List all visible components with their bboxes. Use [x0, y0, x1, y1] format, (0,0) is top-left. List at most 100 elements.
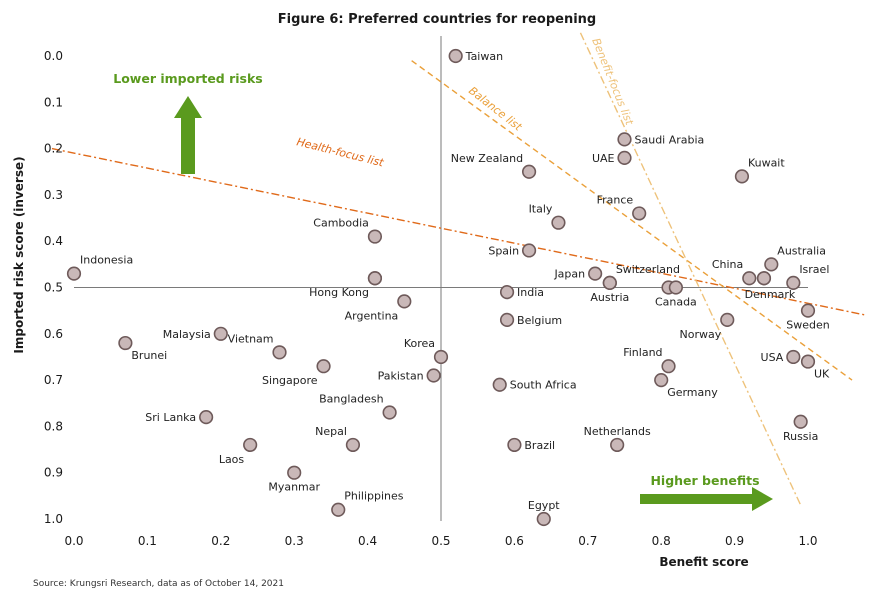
annotation-higher-benefits: Higher benefits	[650, 473, 759, 488]
point-label: New Zealand	[451, 152, 523, 165]
chart-title: Figure 6: Preferred countries for reopen…	[278, 12, 597, 27]
data-point	[367, 229, 383, 244]
data-point	[786, 275, 801, 290]
reference-lines	[74, 36, 808, 521]
x-tick-label: 0.7	[578, 534, 597, 548]
y-tick-label: 0.0	[44, 49, 63, 63]
point-label: Laos	[219, 453, 245, 466]
point-label: Austria	[590, 291, 629, 304]
up-arrow-icon	[174, 96, 202, 174]
x-tick-label: 0.1	[138, 534, 157, 548]
data-point	[756, 271, 772, 286]
data-point	[588, 266, 603, 281]
data-point	[272, 345, 287, 360]
data-point	[720, 312, 735, 328]
point-label: Nepal	[315, 425, 347, 438]
point-label: Belgium	[517, 314, 562, 327]
data-point	[433, 349, 449, 365]
y-axis-ticks: 0.0 0.1 0.2 0.3 0.4 0.5 0.6 0.7 0.8 0.9 1.0	[44, 49, 63, 526]
data-point	[617, 150, 632, 165]
point-label: India	[517, 286, 544, 299]
x-tick-label: 0.8	[652, 534, 671, 548]
y-tick-label: 1.0	[44, 512, 63, 526]
data-point	[786, 349, 801, 365]
point-label: Myanmar	[268, 481, 320, 494]
data-point	[551, 215, 566, 230]
data-point	[331, 502, 346, 517]
y-tick-label: 0.5	[44, 281, 63, 295]
point-label: Netherlands	[584, 425, 651, 438]
data-point	[764, 257, 779, 272]
point-label: China	[712, 258, 743, 271]
data-point	[536, 511, 551, 527]
point-label: Italy	[529, 203, 553, 216]
y-tick-label: 0.1	[44, 95, 63, 109]
data-point	[66, 266, 82, 281]
data-point	[499, 285, 515, 300]
data-point	[602, 275, 617, 290]
data-point	[661, 359, 676, 374]
data-point	[199, 410, 214, 425]
point-label: Korea	[404, 337, 435, 350]
point-label: Indonesia	[80, 254, 133, 267]
point-label: Denmark	[745, 288, 796, 301]
point-label: Australia	[777, 244, 826, 257]
y-tick-label: 0.7	[44, 373, 63, 387]
data-point	[521, 243, 537, 258]
x-axis-label: Benefit score	[659, 555, 748, 569]
point-label: Egypt	[528, 499, 560, 512]
data-point	[382, 405, 397, 420]
point-label: Hong Kong	[309, 286, 369, 299]
trend-line	[579, 32, 802, 506]
point-label: Philippines	[344, 490, 404, 503]
data-point	[499, 312, 515, 328]
x-tick-label: 0.3	[285, 534, 304, 548]
point-label: Brunei	[131, 349, 167, 362]
point-label: Pakistan	[378, 369, 424, 382]
y-tick-label: 0.9	[44, 466, 63, 480]
point-label: Canada	[655, 296, 697, 309]
trend-lines: Health-focus list Balance list Benefit-foc…	[51, 32, 867, 506]
data-point	[243, 437, 258, 453]
data-point	[793, 414, 808, 429]
data-point	[800, 303, 816, 318]
x-tick-label: 1.0	[798, 534, 817, 548]
x-axis-ticks: 0.0 0.1 0.2 0.3 0.4 0.5 0.6 0.7 0.8 0.9 1.0	[64, 534, 817, 548]
data-point	[397, 294, 412, 309]
point-label: Israel	[799, 263, 829, 276]
annotations: Lower imported risks Higher benefits	[113, 71, 773, 511]
trend-line	[51, 147, 867, 316]
point-label: Japan	[553, 268, 585, 281]
y-tick-label: 0.4	[44, 234, 63, 248]
point-label: Vietnam	[228, 332, 274, 345]
point-label: Brazil	[524, 439, 555, 452]
trend-line-label: Health-focus list	[295, 135, 385, 169]
data-point	[734, 169, 750, 184]
y-tick-label: 0.2	[44, 142, 63, 156]
point-label: Bangladesh	[319, 393, 384, 406]
data-point	[654, 373, 669, 388]
point-label: France	[597, 193, 634, 206]
data-point	[426, 368, 441, 383]
y-tick-label: 0.3	[44, 188, 63, 202]
point-label: Argentina	[345, 309, 399, 322]
x-tick-label: 0.0	[64, 534, 83, 548]
point-label: Sri Lanka	[145, 411, 196, 424]
point-label: South Africa	[510, 379, 577, 392]
data-point	[617, 132, 632, 147]
data-point	[521, 164, 537, 179]
point-label: Saudi Arabia	[635, 133, 705, 146]
data-point	[610, 437, 625, 453]
point-label: Taiwan	[465, 50, 503, 63]
data-point	[448, 48, 463, 64]
annotation-lower-imported-risks: Lower imported risks	[113, 71, 263, 86]
point-label: Germany	[667, 386, 718, 399]
point-label: UK	[814, 368, 830, 381]
point-label: Malaysia	[163, 328, 211, 341]
data-points: Taiwan Saudi Arabia UAE Kuwait New Zealand Fr…	[66, 48, 830, 527]
x-tick-label: 0.9	[725, 534, 744, 548]
x-tick-label: 0.4	[358, 534, 377, 548]
point-label: Singapore	[262, 374, 318, 387]
